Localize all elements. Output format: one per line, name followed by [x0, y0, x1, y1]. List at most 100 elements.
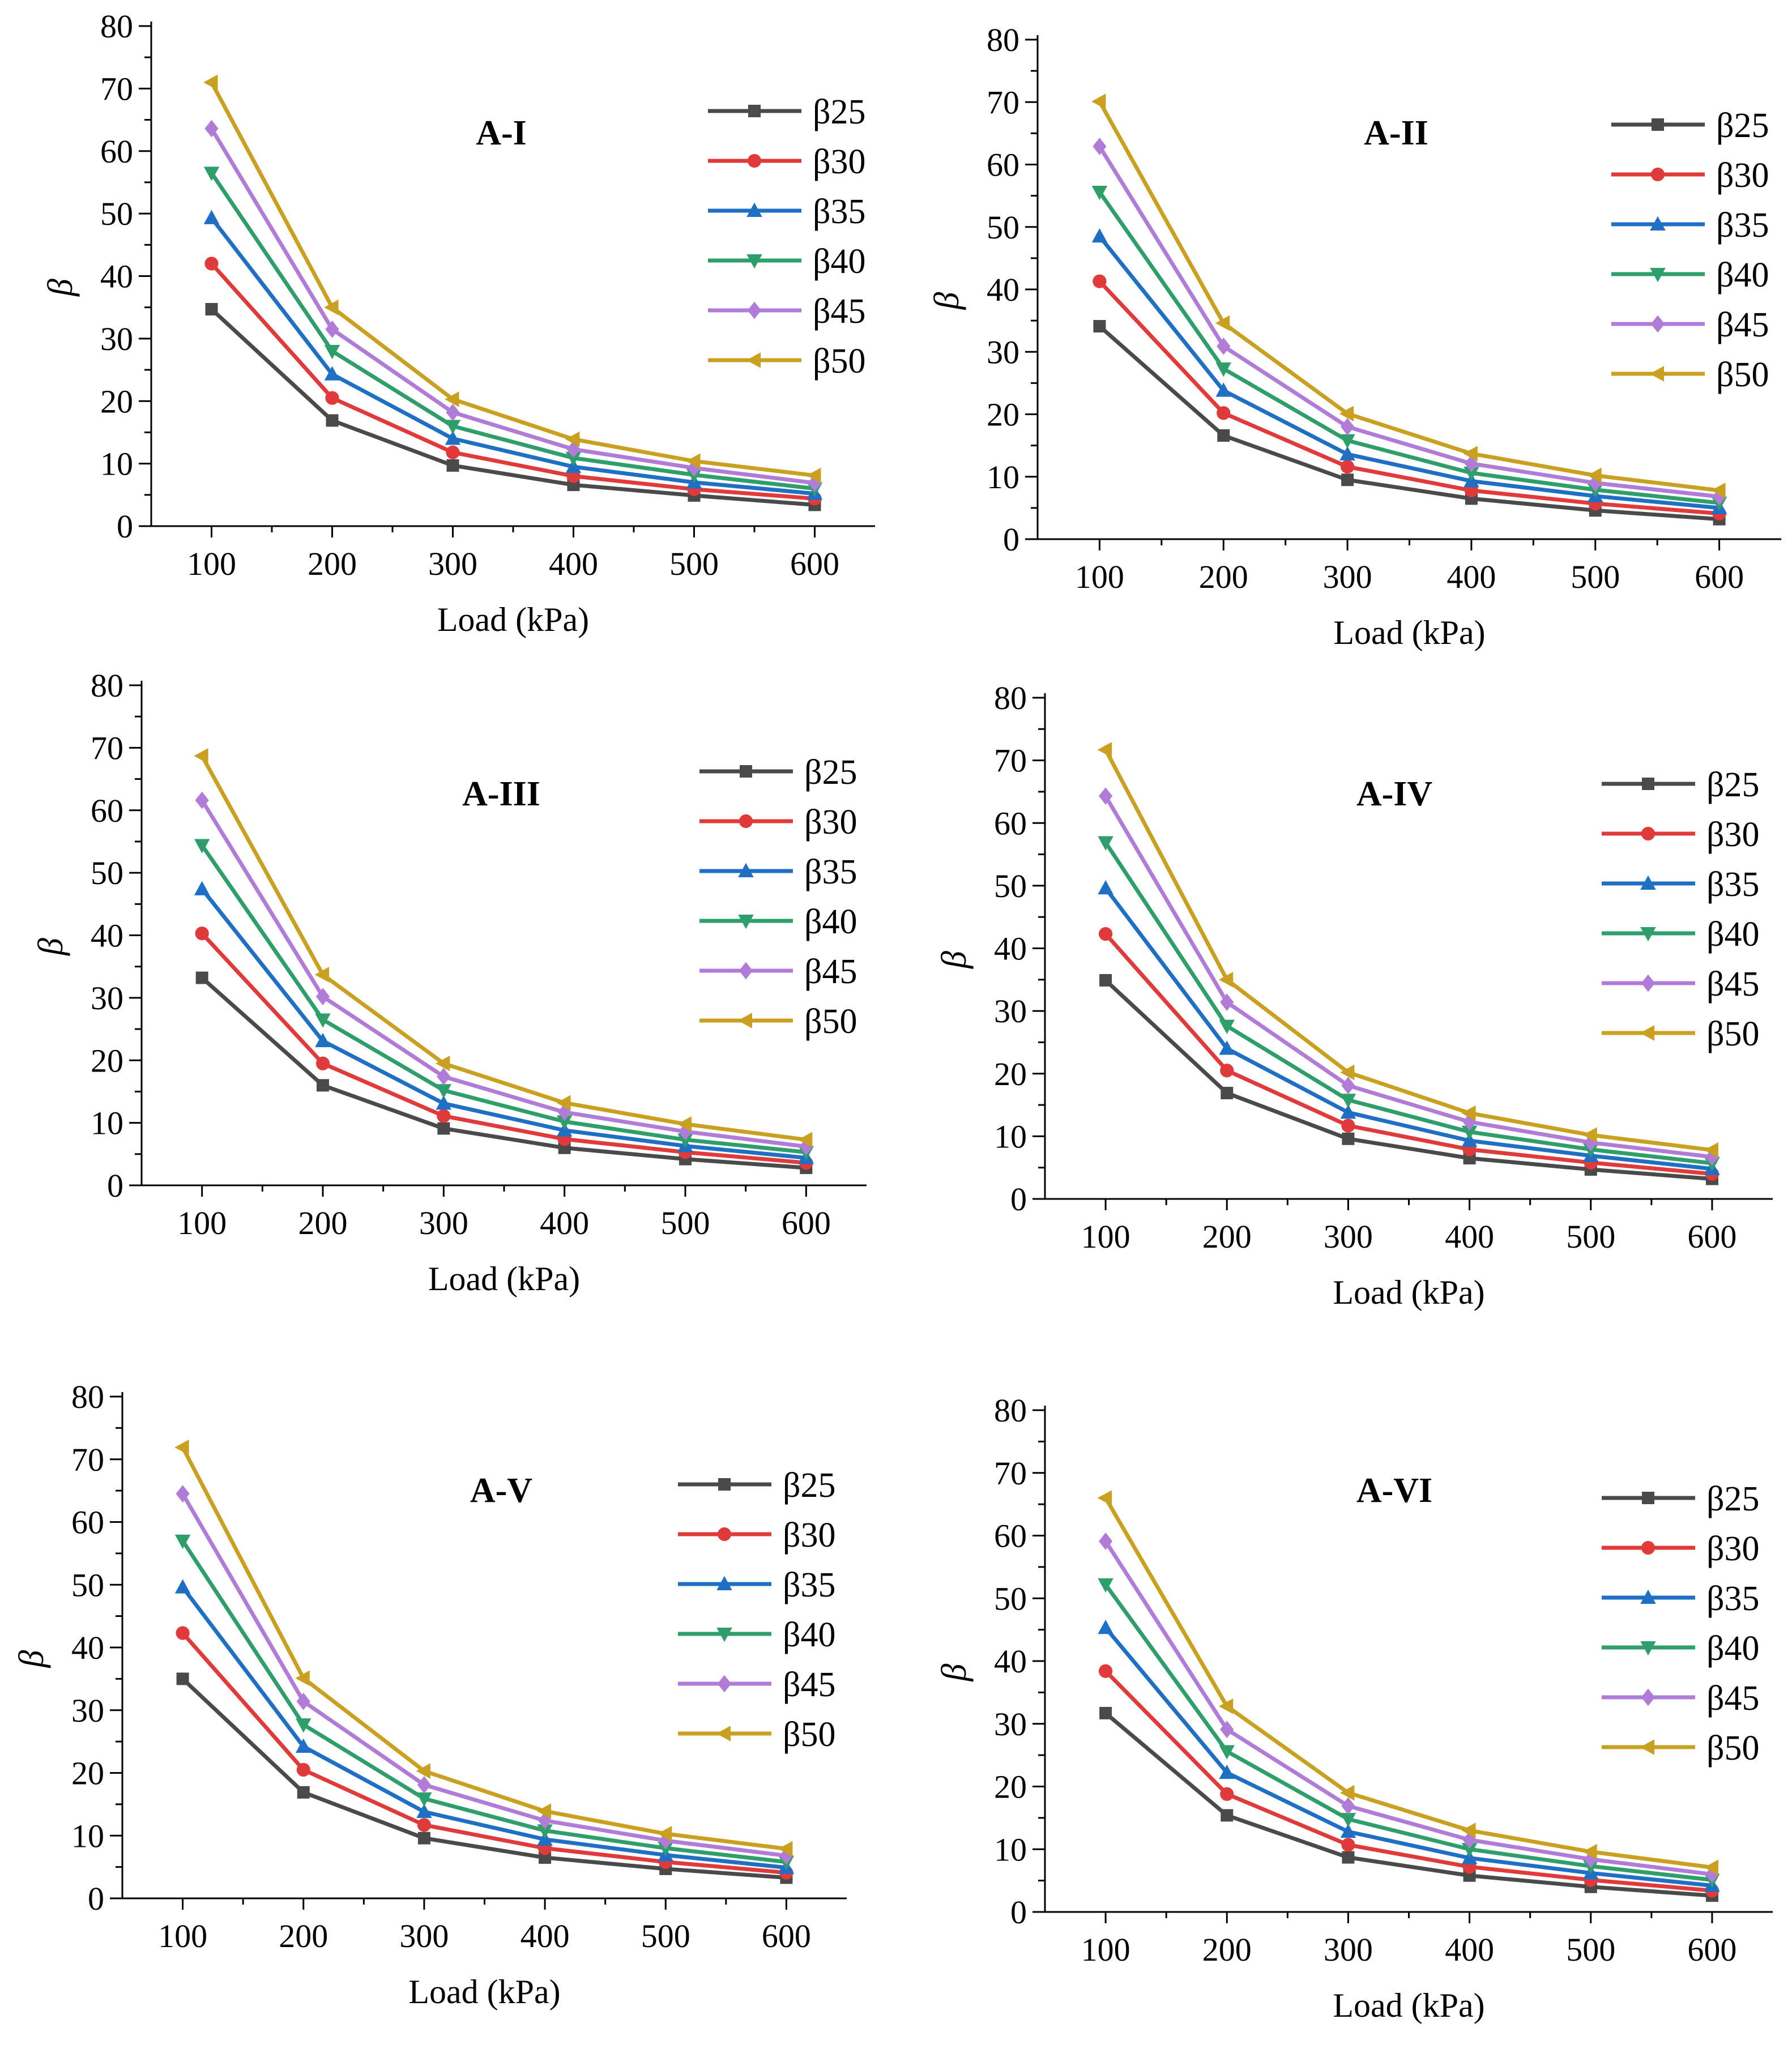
- x-tick-label: 300: [419, 1205, 468, 1241]
- data-point: [807, 467, 821, 484]
- series-line-β30: [1104, 932, 1713, 1176]
- data-point: [1091, 186, 1108, 200]
- series-line-β50: [1098, 100, 1720, 493]
- y-tick-label: 40: [91, 917, 123, 954]
- data-point: [1340, 418, 1355, 436]
- x-tick-label: 600: [782, 1205, 831, 1241]
- x-tick-label: 400: [520, 1918, 570, 1954]
- legend-marker: [1641, 1688, 1656, 1706]
- data-point: [1464, 467, 1479, 481]
- data-point: [1091, 228, 1108, 243]
- y-tick-label: 60: [994, 1518, 1027, 1555]
- data-point: [1340, 460, 1355, 474]
- data-point: [1462, 1113, 1477, 1131]
- data-point: [798, 1132, 813, 1148]
- data-point: [297, 1786, 310, 1799]
- y-axis-title: β: [32, 938, 70, 956]
- y-tick-label: 30: [71, 1692, 104, 1729]
- legend-marker: [1640, 1589, 1656, 1604]
- series-line-β40: [1104, 1583, 1713, 1882]
- y-tick-label: 0: [117, 508, 133, 545]
- y-tick-label: 50: [100, 195, 133, 232]
- data-point: [315, 1056, 330, 1070]
- series-line-β45: [1098, 145, 1720, 499]
- data-point: [678, 1122, 693, 1141]
- data-point: [317, 1079, 329, 1092]
- y-tick-label: 0: [1010, 1894, 1027, 1931]
- series-line-β25: [181, 1677, 787, 1880]
- x-tick-label: 500: [661, 1205, 710, 1241]
- x-tick-label: 500: [641, 1918, 690, 1954]
- x-tick-label: 200: [1202, 1218, 1252, 1255]
- chart-panel-3: 0 10 20 30 40 50 60 70 80 100 200 300 400 500 600 Load …: [32, 667, 867, 1297]
- data-point: [1219, 1040, 1235, 1055]
- data-point: [203, 210, 220, 224]
- y-tick-label: 50: [91, 855, 123, 891]
- data-point: [1218, 1698, 1234, 1714]
- y-tick-label: 20: [100, 383, 133, 420]
- x-tick-label: 100: [1081, 1218, 1130, 1255]
- y-tick-label: 60: [100, 133, 133, 170]
- chart-panel-1: 0 10 20 30 40 50 60 70 80 100 200 300 400 500 600 Load …: [41, 8, 875, 638]
- data-point: [437, 1122, 450, 1135]
- legend-marker: [739, 962, 753, 980]
- x-tick-label: 600: [1687, 1931, 1736, 1968]
- data-point: [1217, 337, 1231, 355]
- x-axis-title: Load (kPa): [1333, 614, 1485, 651]
- x-tick-label: 400: [1445, 1218, 1494, 1255]
- data-point: [1341, 473, 1354, 486]
- legend-marker: [1640, 1739, 1654, 1755]
- x-axis-title: Load (kPa): [437, 601, 589, 638]
- data-point: [416, 1792, 432, 1807]
- legend: β25 β30 β35 β40 β45 β50: [1602, 766, 1760, 1053]
- data-point: [314, 967, 329, 983]
- x-tick-label: 400: [1447, 558, 1496, 595]
- x-tick-label: 500: [1566, 1931, 1615, 1968]
- legend-marker: [746, 352, 761, 368]
- y-tick-label: 10: [91, 1105, 123, 1142]
- data-point: [326, 414, 339, 427]
- data-point: [1219, 1745, 1235, 1760]
- legend-label: β50: [813, 342, 866, 381]
- y-axis-title: β: [935, 951, 974, 969]
- data-point: [1342, 1851, 1355, 1864]
- data-point: [204, 257, 219, 271]
- x-tick-label: 600: [762, 1918, 811, 1954]
- x-tick-label: 200: [308, 545, 357, 582]
- legend: β25 β30 β35 β40 β45 β50: [678, 1466, 836, 1754]
- y-tick-label: 30: [987, 334, 1019, 370]
- x-tick-label: 300: [399, 1918, 449, 1954]
- chart-title: A-IV: [1356, 775, 1433, 813]
- x-axis-title: Load (kPa): [408, 1973, 560, 2010]
- data-point: [1340, 1823, 1356, 1838]
- series-line-β30: [181, 1632, 787, 1875]
- chart-title: A-VI: [1356, 1471, 1432, 1510]
- y-tick-label: 0: [1003, 521, 1019, 558]
- data-point: [195, 791, 209, 809]
- data-point: [1218, 972, 1234, 988]
- y-tick-label: 60: [71, 1504, 104, 1541]
- data-point: [1098, 787, 1113, 805]
- series-line-β35: [1098, 235, 1720, 510]
- data-point: [1220, 1721, 1234, 1739]
- data-point: [565, 431, 580, 447]
- legend-label: β25: [804, 753, 857, 792]
- data-point: [657, 1826, 672, 1842]
- data-point: [1220, 1064, 1234, 1078]
- series-line-β40: [1104, 841, 1713, 1166]
- x-tick-label: 100: [177, 1205, 227, 1241]
- x-axis-title: Load (kPa): [428, 1260, 580, 1297]
- legend-marker: [1640, 1641, 1656, 1656]
- data-point: [296, 1692, 310, 1710]
- y-tick-label: 50: [994, 868, 1027, 904]
- legend-label: β25: [783, 1466, 836, 1505]
- data-point: [325, 320, 339, 338]
- series-line-β50: [200, 755, 807, 1142]
- legend-label: β40: [1716, 256, 1769, 294]
- chart-title: A-II: [1364, 114, 1428, 152]
- legend-marker: [718, 1478, 731, 1491]
- data-point: [446, 459, 459, 472]
- series-line-β35: [181, 1586, 787, 1870]
- series-line-β35: [210, 216, 815, 496]
- data-point: [1097, 742, 1112, 758]
